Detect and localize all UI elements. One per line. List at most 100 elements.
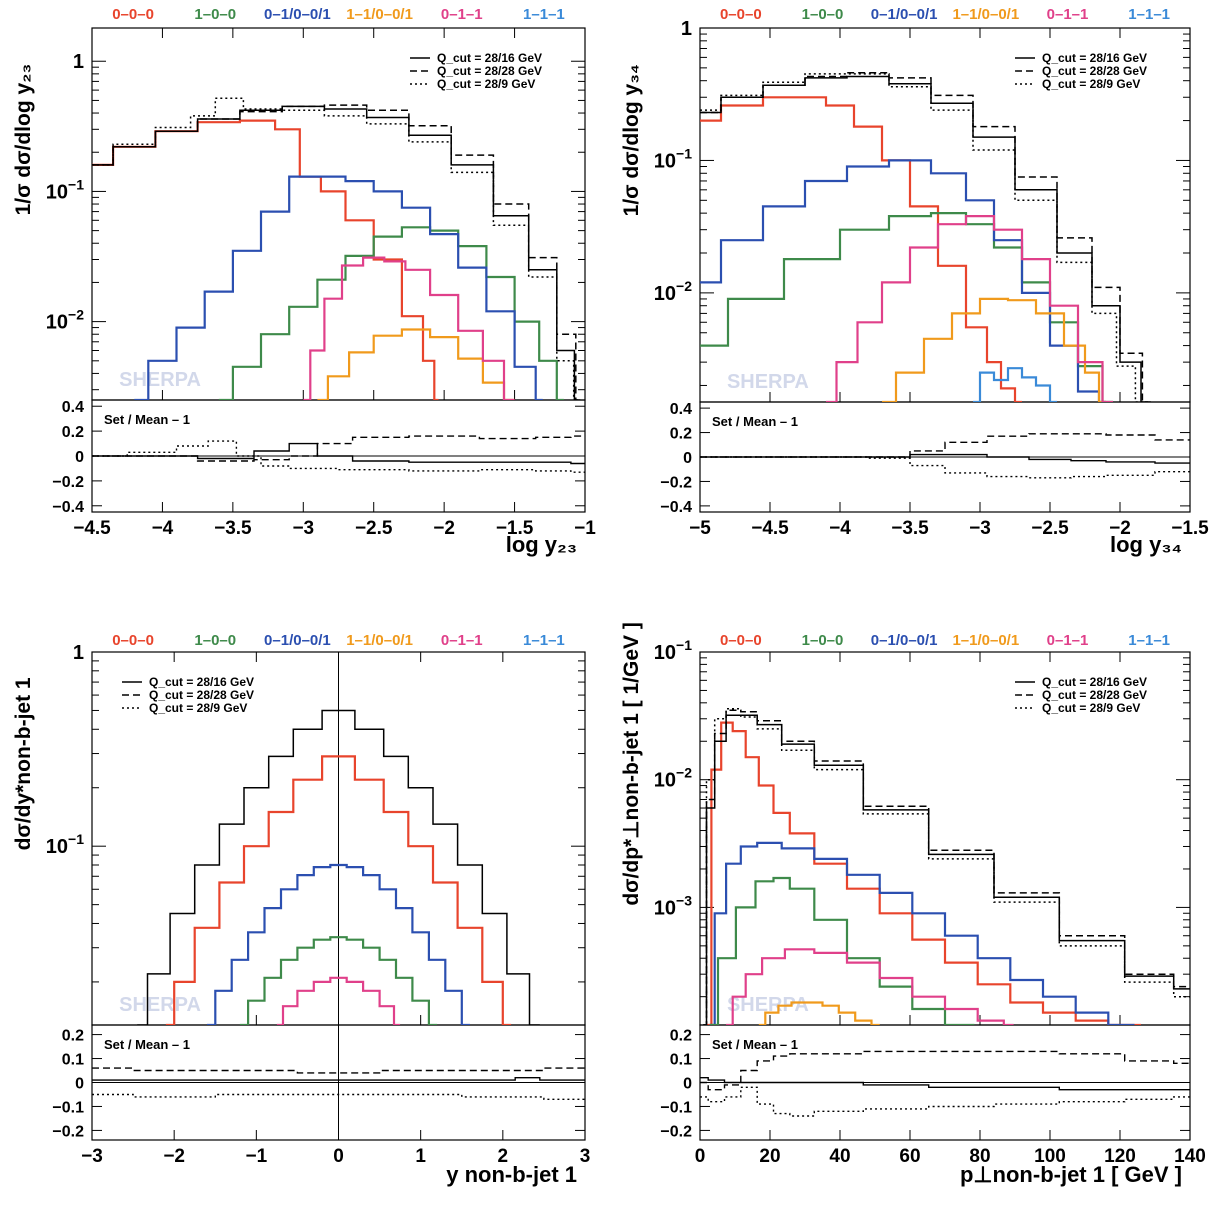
category-label: 1–0–0 xyxy=(802,632,844,649)
series-1-1-0-0-1 xyxy=(317,328,515,400)
category-label: 0–1/0–0/1 xyxy=(264,6,331,23)
y-axis-title: 1/σ dσ/dlog y₂₃ xyxy=(12,64,35,216)
category-label: 1–0–0 xyxy=(194,6,236,23)
ratio-tick-label: 0.1 xyxy=(62,1052,84,1069)
x-tick-label: −3.5 xyxy=(891,518,929,539)
y-tick-exponent: −2 xyxy=(68,307,84,323)
ratio-tick-label: 0 xyxy=(683,1076,692,1093)
watermark: SHERPA xyxy=(727,994,809,1016)
ratio-tick-label: 0.2 xyxy=(670,426,692,443)
category-label: 0–0–0 xyxy=(112,632,154,649)
category-label: 0–1–1 xyxy=(441,6,483,23)
ratio-tick-label: −0.2 xyxy=(52,1123,84,1140)
category-label: 1–1–1 xyxy=(1128,6,1170,23)
y-axis-title: 1/σ dσ/dlog y₃₄ xyxy=(620,64,643,216)
x-tick-label: −2 xyxy=(1109,518,1131,539)
y-tick-label: 1 xyxy=(681,18,692,40)
x-tick-label: −3 xyxy=(81,1146,103,1167)
series-0-1-1 xyxy=(303,256,515,400)
legend-entry: Q_cut = 28/28 GeV xyxy=(1042,688,1147,702)
category-label: 1–1–1 xyxy=(1128,632,1170,649)
x-tick-label: 140 xyxy=(1174,1146,1206,1167)
y-tick-exponent: −1 xyxy=(68,831,84,847)
series-0-0-0 xyxy=(165,755,512,1025)
series-0-1-0-0-1 xyxy=(207,863,470,1025)
chart-ynonb: 0–0–0 1–0–0 0–1/0–0/1 1–1/0–0/1 0–1–1 1–1–1 SH… xyxy=(12,632,590,1187)
x-tick-label: −5 xyxy=(689,518,711,539)
legend-entry: Q_cut = 28/9 GeV xyxy=(437,77,535,91)
chart-y23: 0–0–0 1–0–0 0–1/0–0/1 1–1/0–0/1 0–1–1 1–1–1 SH… xyxy=(12,6,596,557)
x-tick-label: −1 xyxy=(245,1146,267,1167)
ratio-series-q-cut-28-9-gev xyxy=(92,1093,585,1100)
series-1-0-0 xyxy=(709,876,975,1025)
ratio-tick-label: −0.4 xyxy=(660,499,692,516)
ratio-tick-label: −0.2 xyxy=(660,1123,692,1140)
x-axis-title: y non-b-jet 1 xyxy=(446,1162,577,1187)
category-label: 0–1–1 xyxy=(1047,6,1089,23)
legend-entry: Q_cut = 28/16 GeV xyxy=(149,675,254,689)
ratio-label: Set / Mean – 1 xyxy=(712,1037,798,1052)
ratio-label: Set / Mean – 1 xyxy=(104,1037,190,1052)
series-1-0-0 xyxy=(239,936,438,1025)
category-label: 1–1/0–0/1 xyxy=(346,632,413,649)
y-tick-exponent: −2 xyxy=(676,278,692,294)
x-tick-label: 0 xyxy=(333,1146,344,1167)
category-label: 1–0–0 xyxy=(194,632,236,649)
y-tick-label: 1 xyxy=(73,642,84,664)
x-tick-label: −4.5 xyxy=(73,518,111,539)
category-label: 1–1/0–0/1 xyxy=(952,6,1019,23)
legend-entry: Q_cut = 28/16 GeV xyxy=(1042,675,1147,689)
ratio-tick-label: 0.4 xyxy=(670,401,692,418)
x-axis-title: p⊥non-b-jet 1 [ GeV ] xyxy=(960,1162,1182,1187)
watermark: SHERPA xyxy=(119,994,201,1016)
ratio-series-q-cut-28-16-gev xyxy=(92,1077,585,1081)
category-label: 0–1/0–0/1 xyxy=(264,632,331,649)
category-label: 0–0–0 xyxy=(112,6,154,23)
series-q-cut-28-28-gev xyxy=(703,709,1190,1025)
chart-ptnonb: 0–0–0 1–0–0 0–1/0–0/1 1–1/0–0/1 0–1–1 1–1–1 SH… xyxy=(620,622,1206,1187)
y-tick-label: 10−1 xyxy=(46,176,84,203)
category-label: 0–1/0–0/1 xyxy=(871,632,938,649)
x-tick-label: 3 xyxy=(580,1146,591,1167)
ratio-series-q-cut-28-28-gev xyxy=(700,1050,1190,1091)
y-tick-exponent: −1 xyxy=(676,145,692,161)
legend-entry: Q_cut = 28/16 GeV xyxy=(1042,51,1147,65)
series-q-cut-28-28-gev xyxy=(700,71,1151,402)
x-tick-label: 0 xyxy=(695,1146,706,1167)
x-tick-label: −2 xyxy=(163,1146,185,1167)
category-label: 0–0–0 xyxy=(720,632,762,649)
ratio-series-q-cut-28-28-gev xyxy=(92,435,585,462)
x-axis-title: log y₃₄ xyxy=(1110,532,1182,557)
y-tick-label: 10−1 xyxy=(654,145,692,172)
ratio-tick-label: −0.1 xyxy=(660,1099,692,1116)
watermark: SHERPA xyxy=(727,371,809,393)
ratio-tick-label: −0.4 xyxy=(52,499,84,516)
y-axis-title: dσ/dy*non-b-jet 1 xyxy=(12,677,35,850)
ratio-series-q-cut-28-9-gev xyxy=(700,1086,1190,1117)
series-0-1-0-0-1 xyxy=(134,175,543,400)
x-tick-label: 1 xyxy=(415,1146,426,1167)
x-tick-label: −1.5 xyxy=(1171,518,1209,539)
ratio-series-q-cut-28-9-gev xyxy=(92,440,585,473)
x-tick-label: 2 xyxy=(498,1146,509,1167)
x-tick-label: 120 xyxy=(1104,1146,1136,1167)
series-0-1-1 xyxy=(726,948,1014,1025)
legend-entry: Q_cut = 28/28 GeV xyxy=(149,688,254,702)
category-label: 0–0–0 xyxy=(720,6,762,23)
x-tick-label: −4.5 xyxy=(751,518,789,539)
category-label: 1–1/0–0/1 xyxy=(952,632,1019,649)
watermark: SHERPA xyxy=(119,369,201,391)
ratio-label: Set / Mean – 1 xyxy=(712,414,798,429)
x-tick-label: −4 xyxy=(152,518,174,539)
ratio-tick-label: 0.2 xyxy=(62,1028,84,1045)
ratio-tick-label: −0.2 xyxy=(52,474,84,491)
x-tick-label: 20 xyxy=(759,1146,780,1167)
legend-entry: Q_cut = 28/16 GeV xyxy=(437,51,542,65)
y-axis-title: dσ/dp*⊥non-b-jet 1 [ 1/GeV ] xyxy=(620,622,643,906)
x-tick-label: −4 xyxy=(829,518,851,539)
x-tick-label: −1 xyxy=(574,518,596,539)
category-label: 0–1/0–0/1 xyxy=(871,6,938,23)
series-0-1-1 xyxy=(276,976,401,1025)
ratio-tick-label: −0.2 xyxy=(660,474,692,491)
